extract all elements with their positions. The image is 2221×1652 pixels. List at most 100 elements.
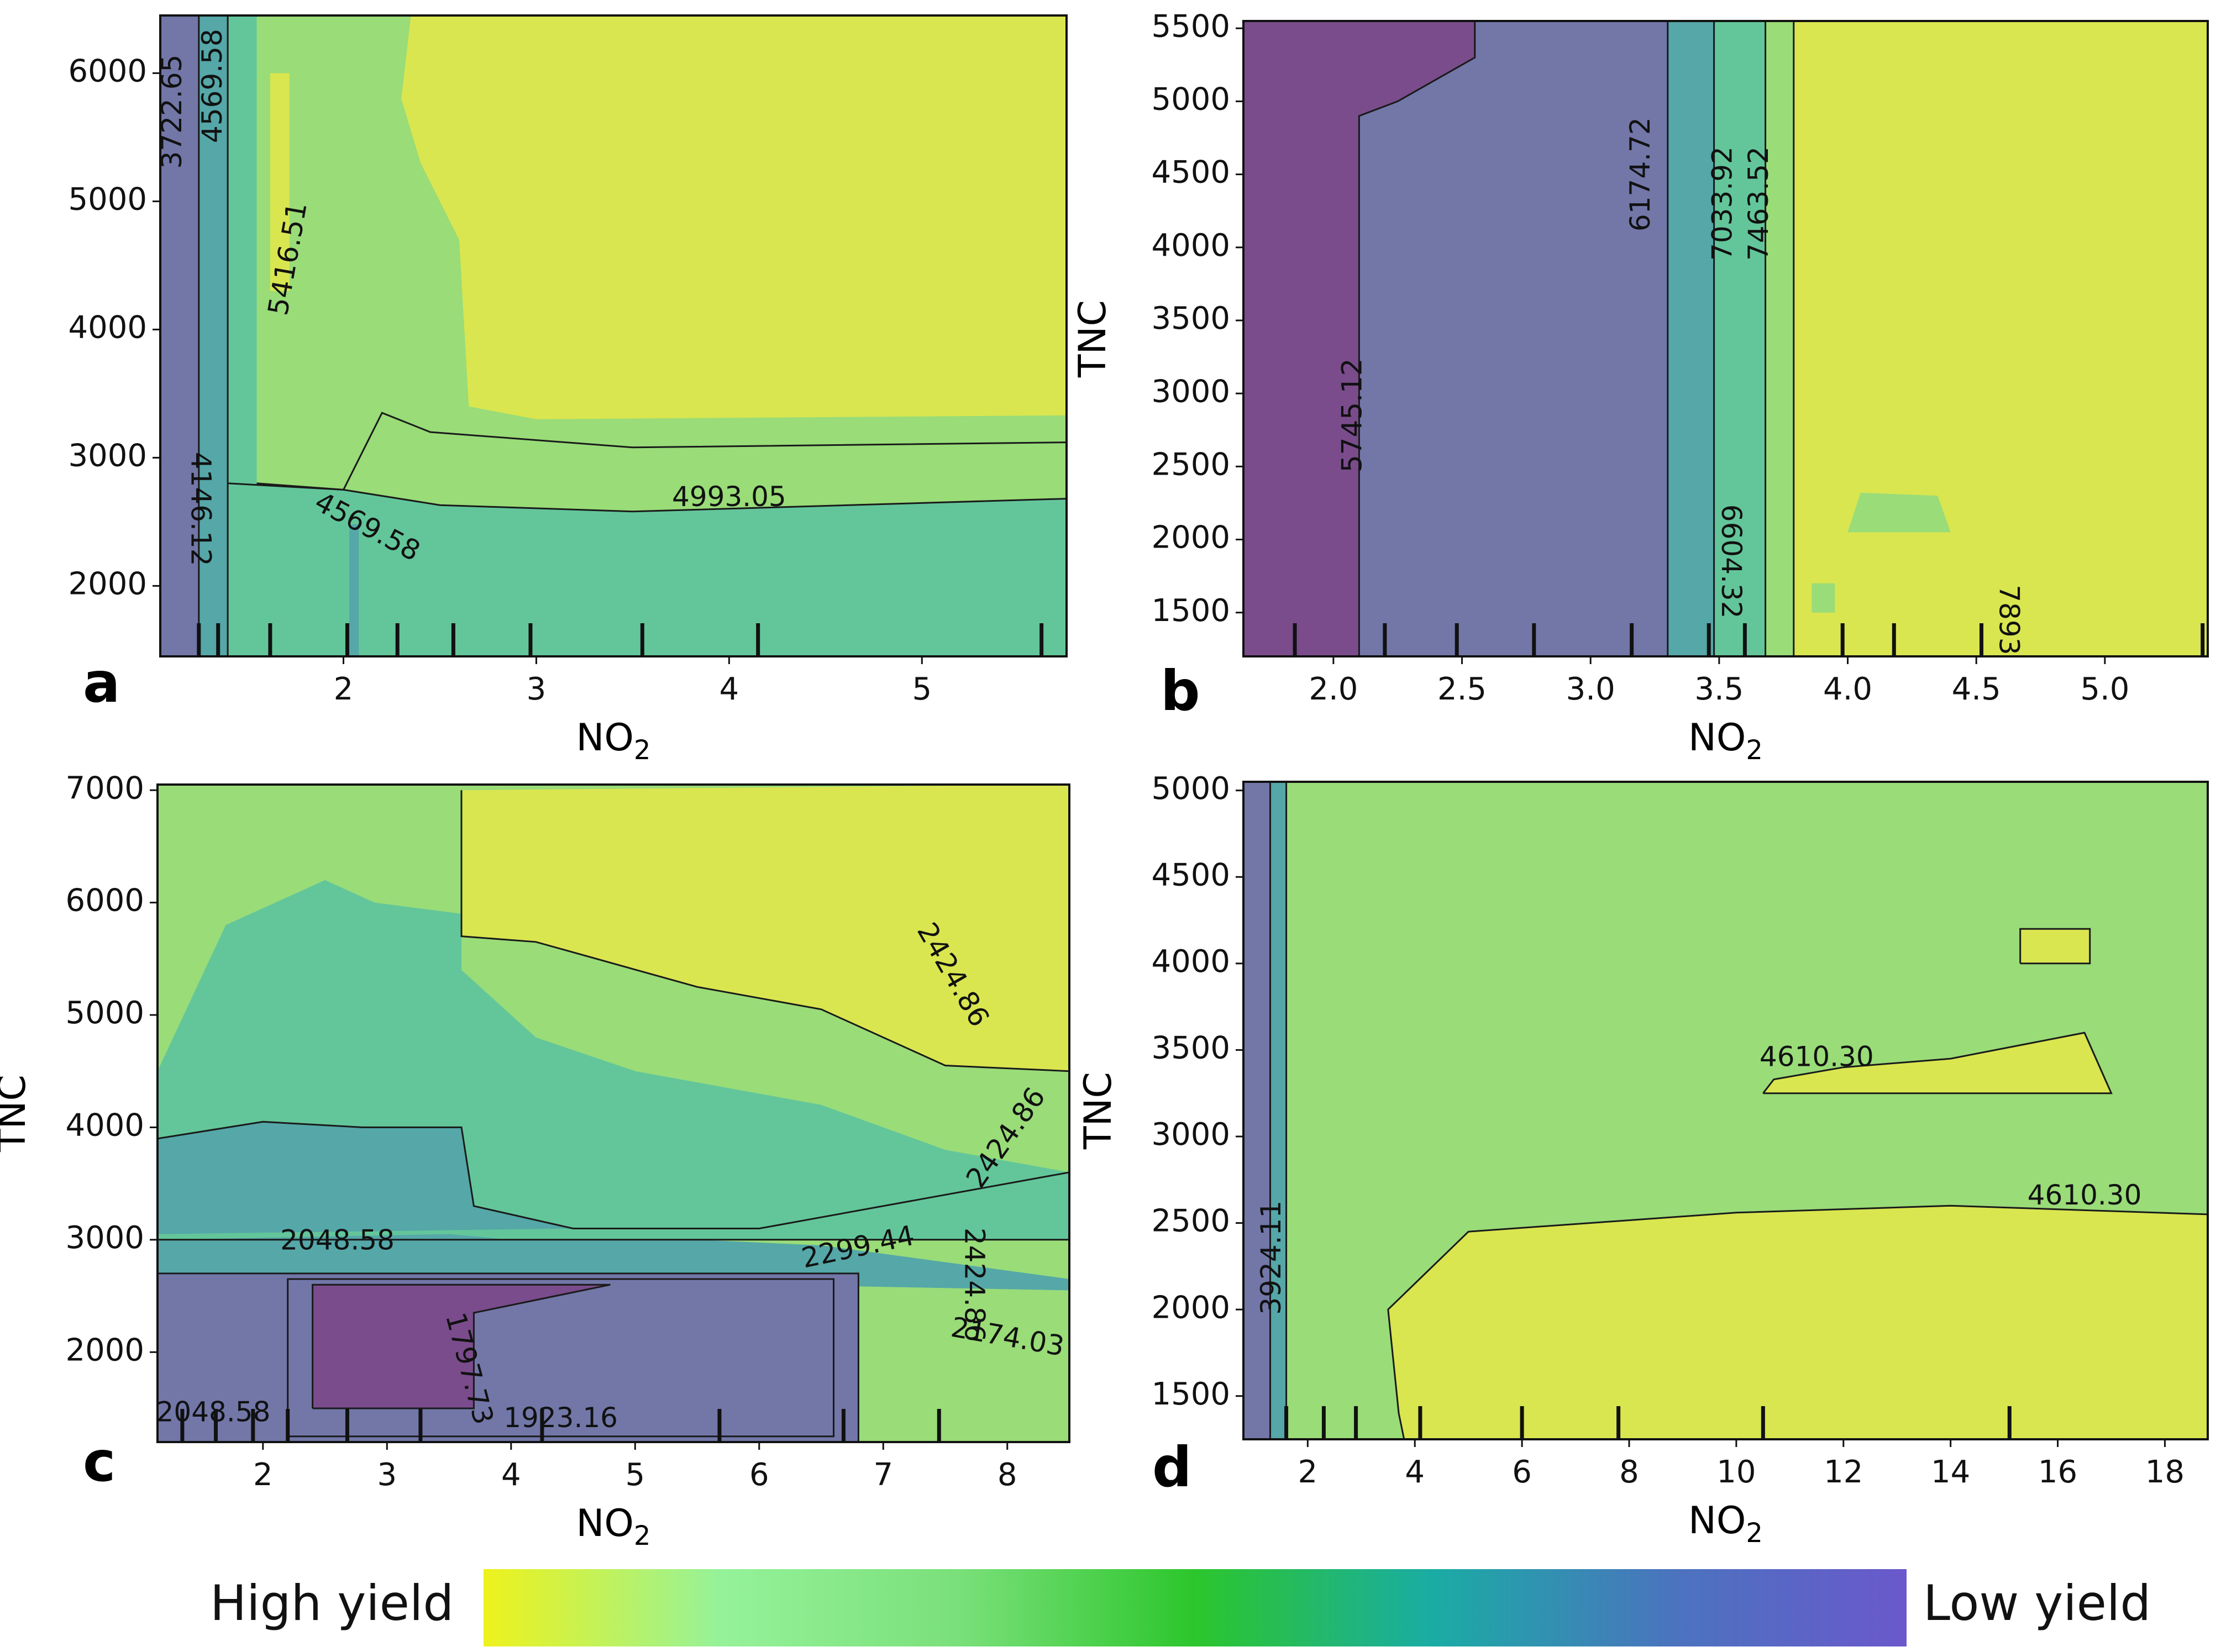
panel-c-contour-label-2: 2424.86: [958, 1228, 990, 1342]
panel-b-xtick-label-6: 5.0: [2080, 671, 2129, 707]
panel-c-ylabel: TNC: [0, 1075, 34, 1153]
panel-d-contour-label-0: 4610.30: [1760, 1041, 1874, 1073]
panel-d-ytick-label-2: 2500: [1151, 1203, 1230, 1239]
panel-b-contour-label-1: 6174.72: [1624, 117, 1656, 232]
panel-d-ytick-label-0: 1500: [1151, 1376, 1230, 1412]
panel-d-region-5: [2020, 929, 2090, 964]
panel-b-xtick-label-4: 4.0: [1823, 671, 1872, 707]
panel-c-contour-line-5: [460, 790, 1069, 1072]
panel-a-xtick-label-1: 3: [527, 671, 547, 707]
panel-c-ytick-label-2: 4000: [65, 1108, 144, 1144]
yield-gradient-bar: [484, 1569, 1907, 1646]
panel-b-frame: [1242, 20, 2209, 657]
panel-b-contour-line-0: [1358, 21, 1476, 656]
legend-high-label: High yield: [210, 1575, 454, 1632]
panel-a-contour-line-3: [256, 412, 1067, 491]
panel-a-xlabel: NO2: [576, 716, 651, 766]
panel-b-contour-label-0: 5745.12: [1336, 358, 1368, 472]
panel-c-ytick-label-3: 5000: [65, 995, 144, 1031]
panel-c-frame: [156, 783, 1070, 1443]
panel-a-contour-label-1: 4569.58: [196, 29, 228, 143]
panel-d-ytick-label-7: 5000: [1151, 771, 1230, 807]
panel-a-contour-label-5: 4993.05: [672, 481, 786, 513]
panel-a-region-5: [270, 73, 290, 291]
panel-c-label: c: [83, 1429, 115, 1494]
panel-d-frame: [1242, 781, 2209, 1440]
panel-d-ytick-label-5: 4000: [1151, 944, 1230, 980]
panel-c-xtick-label-2: 4: [501, 1457, 521, 1493]
panel-c-contour-line-0: [157, 1272, 859, 1442]
panel-d-contour-line-4: [2019, 928, 2091, 965]
panel-b-region-6: [1847, 492, 1951, 533]
panel-b-ytick-label-1: 2000: [1151, 520, 1230, 556]
panel-a-ytick-label-0: 2000: [68, 566, 147, 602]
panel-b-ytick-label-2: 2500: [1151, 446, 1230, 482]
panel-d-ytick-label-1: 2000: [1151, 1290, 1230, 1325]
panel-b-ytick-label-8: 5500: [1151, 8, 1230, 44]
panel-a-label: a: [83, 650, 120, 715]
panel-c-contour-label-3: 2048.58: [280, 1224, 395, 1256]
panel-c-contour-line-2: [312, 1283, 611, 1409]
panel-c-contour-line-1: [287, 1278, 834, 1438]
panel-b-xtick-label-2: 3.0: [1566, 671, 1615, 707]
panel-a-contour-label-3: 4146.12: [185, 452, 217, 566]
yield-colorbar: [484, 1569, 1907, 1646]
panel-a-region-2: [228, 15, 1067, 656]
panel-d-contour-line-3: [1762, 1032, 2113, 1095]
panel-c-contour-label-8: 2048.58: [156, 1396, 271, 1428]
panel-a-region-3: [349, 524, 359, 656]
panel-d-xtick-label-7: 16: [2038, 1454, 2077, 1490]
panel-b-ytick-label-4: 3500: [1151, 301, 1230, 336]
panel-d-ytick-label-6: 4500: [1151, 857, 1230, 893]
panel-b-contour-label-3: 7463.52: [1742, 146, 1774, 261]
legend-low-label: Low yield: [1923, 1575, 2151, 1632]
panel-a-region-1: [198, 15, 228, 656]
panel-c-xtick-label-4: 6: [749, 1457, 769, 1493]
panel-b-ytick-label-3: 3000: [1151, 373, 1230, 409]
panel-a-ytick-label-1: 3000: [68, 438, 147, 474]
panel-b-region-4: [1765, 21, 1794, 656]
panel-b-contour-label-4: 6604.32: [1715, 504, 1747, 619]
panel-b-xtick-label-1: 2.5: [1437, 671, 1487, 707]
panel-d-xtick-label-1: 4: [1405, 1454, 1425, 1490]
panel-c-ytick-label-4: 6000: [65, 883, 144, 919]
panel-d-region-0: [1243, 782, 1270, 1439]
panel-b-label: b: [1161, 659, 1200, 723]
panel-c-ytick-label-1: 3000: [65, 1220, 144, 1256]
panel-c-ytick-label-0: 2000: [65, 1332, 144, 1368]
panel-b-ylabel: TNC: [1071, 300, 1115, 378]
panel-d-contour-line-2: [1387, 1204, 2208, 1439]
panel-b-ytick-label-7: 5000: [1151, 82, 1230, 118]
panel-d-xtick-label-8: 18: [2145, 1454, 2185, 1490]
panel-d-xtick-label-5: 12: [1824, 1454, 1863, 1490]
panel-d-contour-label-2: 3924.11: [1255, 1201, 1287, 1315]
panel-a-region-6: [401, 15, 1067, 419]
panel-b-xtick-label-5: 4.5: [1952, 671, 2001, 707]
panel-c-xlabel: NO2: [576, 1502, 651, 1551]
panel-a-region-0: [160, 15, 199, 656]
panel-d-ytick-label-4: 3500: [1151, 1030, 1230, 1066]
panel-d-region-3: [1388, 1206, 2208, 1439]
panel-c-xtick-label-5: 7: [873, 1457, 893, 1493]
panel-d-xtick-label-0: 2: [1298, 1454, 1318, 1490]
panel-a-ytick-label-2: 4000: [68, 310, 147, 346]
panel-b-xtick-label-0: 2.0: [1309, 671, 1358, 707]
panel-b-contour-label-2: 7033.92: [1707, 146, 1739, 261]
panel-b-ytick-label-0: 1500: [1151, 593, 1230, 629]
panel-d-xtick-label-2: 6: [1512, 1454, 1532, 1490]
panel-b-region-1: [1359, 21, 1668, 656]
panel-d-xtick-label-3: 8: [1619, 1454, 1639, 1490]
panel-b-contour-label-5: 7893: [1993, 585, 2025, 655]
panel-c-region-6: [312, 1285, 611, 1408]
panel-b-ytick-label-5: 4000: [1151, 228, 1230, 264]
panel-c-xtick-label-6: 8: [997, 1457, 1017, 1493]
panel-d-ylabel: TNC: [1077, 1072, 1120, 1150]
panel-a-frame: [159, 14, 1068, 657]
panel-b-ytick-label-6: 4500: [1151, 155, 1230, 191]
panel-d-xlabel: NO2: [1688, 1499, 1763, 1549]
panel-d-xtick-label-4: 10: [1716, 1454, 1756, 1490]
